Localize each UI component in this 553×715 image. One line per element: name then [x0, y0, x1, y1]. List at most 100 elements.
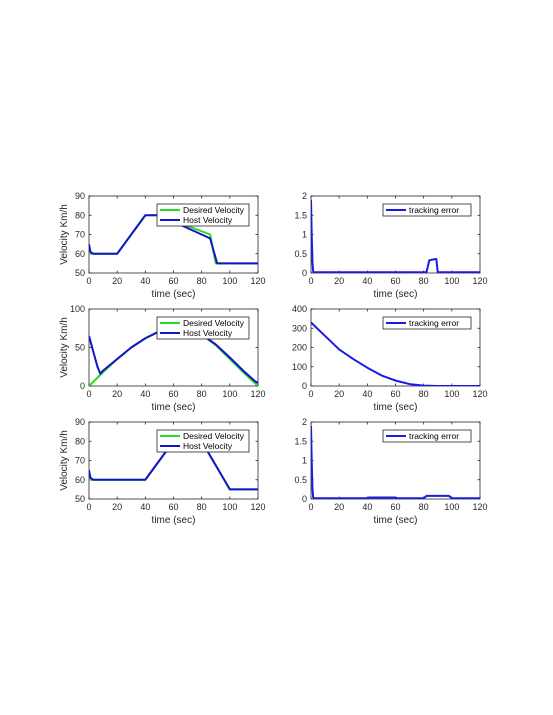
x-tick-label: 80: [197, 276, 207, 286]
x-tick-label: 80: [197, 389, 207, 399]
chart-panel-2: 0 20 40 60 80 100 120 0 0.5 1 1.5 2 time (sec) tracki…: [294, 191, 487, 300]
y-tick-label: 0: [302, 381, 307, 391]
x-tick-label: 60: [168, 389, 178, 399]
x-tick-label: 0: [308, 502, 313, 512]
y-tick-label: 1: [302, 230, 307, 240]
x-tick-label: 0: [308, 389, 313, 399]
x-tick-label: 100: [444, 276, 459, 286]
x-tick-label: 120: [472, 389, 487, 399]
legend-entry: tracking error: [409, 431, 459, 441]
x-axis-label: time (sec): [152, 402, 196, 413]
chart-panel-5: 0 20 40 60 80 100 120 50 60 70 80 90 time (sec) Veloc…: [59, 417, 266, 526]
y-tick-label: 200: [292, 343, 307, 353]
x-tick-label: 60: [390, 389, 400, 399]
y-tick-label: 400: [292, 304, 307, 314]
chart-panel-3: 0 20 40 60 80 100 120 0 50 100 time (sec) Velocity …: [59, 304, 266, 413]
y-tick-label: 0.5: [294, 475, 307, 485]
y-tick-label: 60: [75, 249, 85, 259]
x-tick-label: 60: [168, 502, 178, 512]
x-tick-label: 100: [222, 276, 237, 286]
x-axis-label: time (sec): [374, 402, 418, 413]
x-tick-label: 80: [419, 389, 429, 399]
x-tick-label: 20: [334, 276, 344, 286]
chart-panel-1: 0 20 40 60 80 100 120 50 60 70 80 90 time (sec) Veloc…: [59, 191, 266, 300]
x-tick-label: 40: [362, 502, 372, 512]
x-tick-label: 40: [140, 502, 150, 512]
y-tick-label: 1.5: [294, 436, 307, 446]
x-tick-label: 100: [444, 389, 459, 399]
x-tick-label: 0: [86, 389, 91, 399]
x-tick-label: 20: [334, 389, 344, 399]
y-tick-label: 70: [75, 456, 85, 466]
y-tick-label: 80: [75, 210, 85, 220]
x-tick-label: 120: [250, 389, 265, 399]
x-tick-label: 60: [168, 276, 178, 286]
series-line-1: [311, 199, 480, 273]
x-tick-label: 100: [222, 389, 237, 399]
y-tick-label: 1.5: [294, 210, 307, 220]
x-tick-label: 100: [444, 502, 459, 512]
legend-entry: Host Velocity: [183, 441, 233, 451]
x-tick-label: 80: [419, 502, 429, 512]
y-tick-label: 50: [75, 494, 85, 504]
y-tick-label: 300: [292, 323, 307, 333]
x-tick-label: 0: [308, 276, 313, 286]
y-tick-label: 50: [75, 268, 85, 278]
y-axis-label: Velocity Km/h: [59, 430, 70, 491]
y-tick-label: 70: [75, 230, 85, 240]
x-tick-label: 20: [112, 276, 122, 286]
y-tick-label: 60: [75, 475, 85, 485]
x-tick-label: 40: [362, 389, 372, 399]
legend: tracking error: [382, 316, 472, 330]
series-line-1: [311, 321, 480, 386]
series-line-2: [89, 440, 258, 491]
x-tick-label: 120: [250, 276, 265, 286]
x-tick-label: 0: [86, 502, 91, 512]
x-axis-label: time (sec): [152, 515, 196, 526]
x-tick-label: 60: [390, 502, 400, 512]
chart-panel-6: 0 20 40 60 80 100 120 0 0.5 1 1.5 2 time (sec) tracki…: [294, 417, 487, 526]
legend-box: [382, 203, 472, 217]
y-tick-label: 2: [302, 191, 307, 201]
x-tick-label: 40: [140, 389, 150, 399]
x-tick-label: 20: [334, 502, 344, 512]
y-tick-label: 0.5: [294, 249, 307, 259]
y-tick-label: 0: [80, 381, 85, 391]
legend-entry: Host Velocity: [183, 215, 233, 225]
x-tick-label: 20: [112, 502, 122, 512]
series-line-1: [311, 425, 480, 499]
legend-entry: Desired Velocity: [183, 205, 245, 215]
x-tick-label: 80: [197, 502, 207, 512]
series-line-2: [89, 214, 258, 265]
x-tick-label: 40: [140, 276, 150, 286]
chart-panel-4: 0 20 40 60 80 100 120 0 100 200 300 400 time (sec) tr…: [292, 304, 488, 413]
legend-entry: Desired Velocity: [183, 318, 245, 328]
y-tick-label: 2: [302, 417, 307, 427]
x-tick-label: 120: [472, 276, 487, 286]
x-tick-label: 20: [112, 389, 122, 399]
legend: tracking error: [382, 429, 472, 443]
y-tick-label: 100: [70, 304, 85, 314]
x-tick-label: 60: [390, 276, 400, 286]
x-tick-label: 120: [250, 502, 265, 512]
legend-entry: Host Velocity: [183, 328, 233, 338]
y-tick-label: 0: [302, 268, 307, 278]
y-tick-label: 0: [302, 494, 307, 504]
y-axis-label: Velocity Km/h: [59, 317, 70, 378]
x-axis-label: time (sec): [374, 289, 418, 300]
x-tick-label: 100: [222, 502, 237, 512]
y-tick-label: 50: [75, 343, 85, 353]
y-tick-label: 90: [75, 417, 85, 427]
legend-entry: Desired Velocity: [183, 431, 245, 441]
x-tick-label: 0: [86, 276, 91, 286]
x-axis-label: time (sec): [374, 515, 418, 526]
x-tick-label: 40: [362, 276, 372, 286]
y-tick-label: 100: [292, 362, 307, 372]
legend-entry: tracking error: [409, 318, 459, 328]
legend-box: [382, 316, 472, 330]
x-tick-label: 80: [419, 276, 429, 286]
